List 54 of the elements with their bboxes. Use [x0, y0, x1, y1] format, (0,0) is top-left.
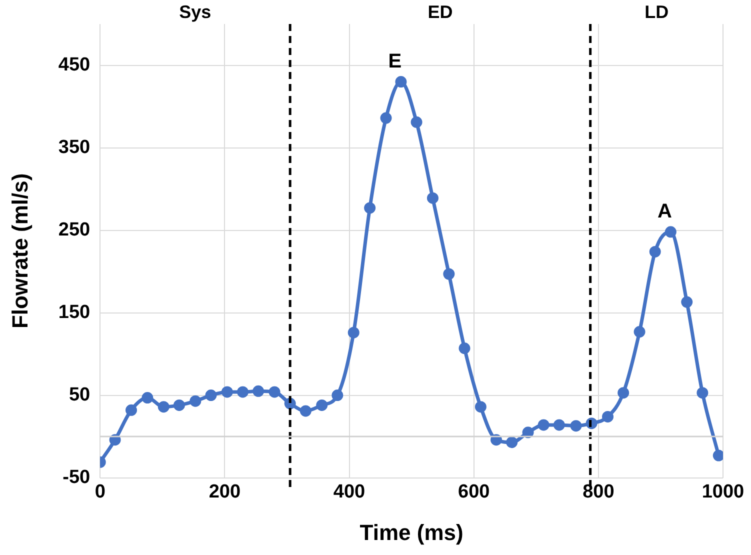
- x-tick-label: 400: [333, 481, 366, 502]
- point: [316, 399, 328, 411]
- y-tick-label: 250: [58, 220, 90, 241]
- point: [426, 192, 438, 204]
- point: [570, 420, 582, 432]
- x-tick-label: 1000: [702, 481, 744, 502]
- point: [190, 395, 202, 407]
- point: [173, 399, 185, 411]
- x-axis-title: Time (ms): [360, 520, 464, 545]
- text: LD: [644, 2, 669, 22]
- point: [395, 76, 407, 88]
- point: [332, 390, 344, 402]
- x-tick-label: 600: [458, 481, 490, 502]
- point: [522, 426, 534, 438]
- y-axis-title: Flowrate (ml/s): [7, 173, 32, 329]
- annotation: A: [657, 200, 672, 222]
- point: [125, 404, 137, 416]
- point: [634, 326, 646, 338]
- x-tick-label: 0: [94, 481, 106, 502]
- point: [252, 385, 264, 397]
- text: ED: [428, 2, 453, 22]
- point: [410, 116, 422, 128]
- point: [553, 419, 565, 431]
- point: [696, 387, 708, 399]
- x-tick-label: 200: [208, 481, 241, 502]
- point: [664, 226, 676, 238]
- point: [221, 386, 233, 398]
- annotation: E: [388, 50, 402, 72]
- y-tick-label: 50: [68, 384, 90, 406]
- point: [380, 112, 392, 124]
- point: [538, 419, 550, 431]
- point: [236, 386, 248, 398]
- point: [268, 386, 280, 398]
- point: [712, 450, 723, 462]
- point: [474, 401, 486, 413]
- text: Sys: [179, 2, 212, 22]
- point: [458, 342, 470, 354]
- y-tick-label: -50: [62, 467, 90, 488]
- y-tick-label: 450: [58, 54, 90, 76]
- point: [158, 401, 170, 413]
- point: [443, 268, 455, 280]
- point: [602, 410, 614, 422]
- point: [142, 392, 154, 404]
- point: [681, 296, 693, 308]
- point: [364, 202, 376, 214]
- point: [205, 390, 217, 402]
- point: [506, 436, 518, 448]
- y-tick-label: 150: [58, 302, 90, 324]
- point: [348, 326, 360, 338]
- y-tick-label: 350: [58, 137, 90, 158]
- point: [649, 246, 661, 258]
- point: [300, 405, 312, 417]
- point: [618, 387, 630, 399]
- x-tick-label: 800: [582, 481, 614, 502]
